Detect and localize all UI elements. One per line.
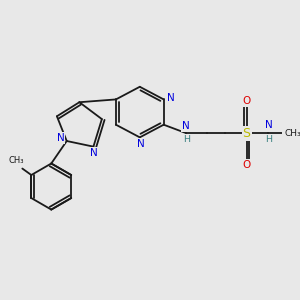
Text: O: O: [242, 96, 251, 106]
Text: O: O: [242, 160, 251, 170]
Text: CH₃: CH₃: [8, 157, 24, 166]
Text: N: N: [182, 121, 190, 131]
Text: H: H: [266, 135, 272, 144]
Text: N: N: [167, 93, 175, 103]
Text: N: N: [265, 120, 273, 130]
Text: H: H: [183, 135, 190, 144]
Text: N: N: [137, 139, 145, 148]
Text: CH₃: CH₃: [285, 129, 300, 138]
Text: N: N: [57, 133, 64, 143]
Text: S: S: [243, 127, 250, 140]
Text: N: N: [89, 148, 97, 158]
